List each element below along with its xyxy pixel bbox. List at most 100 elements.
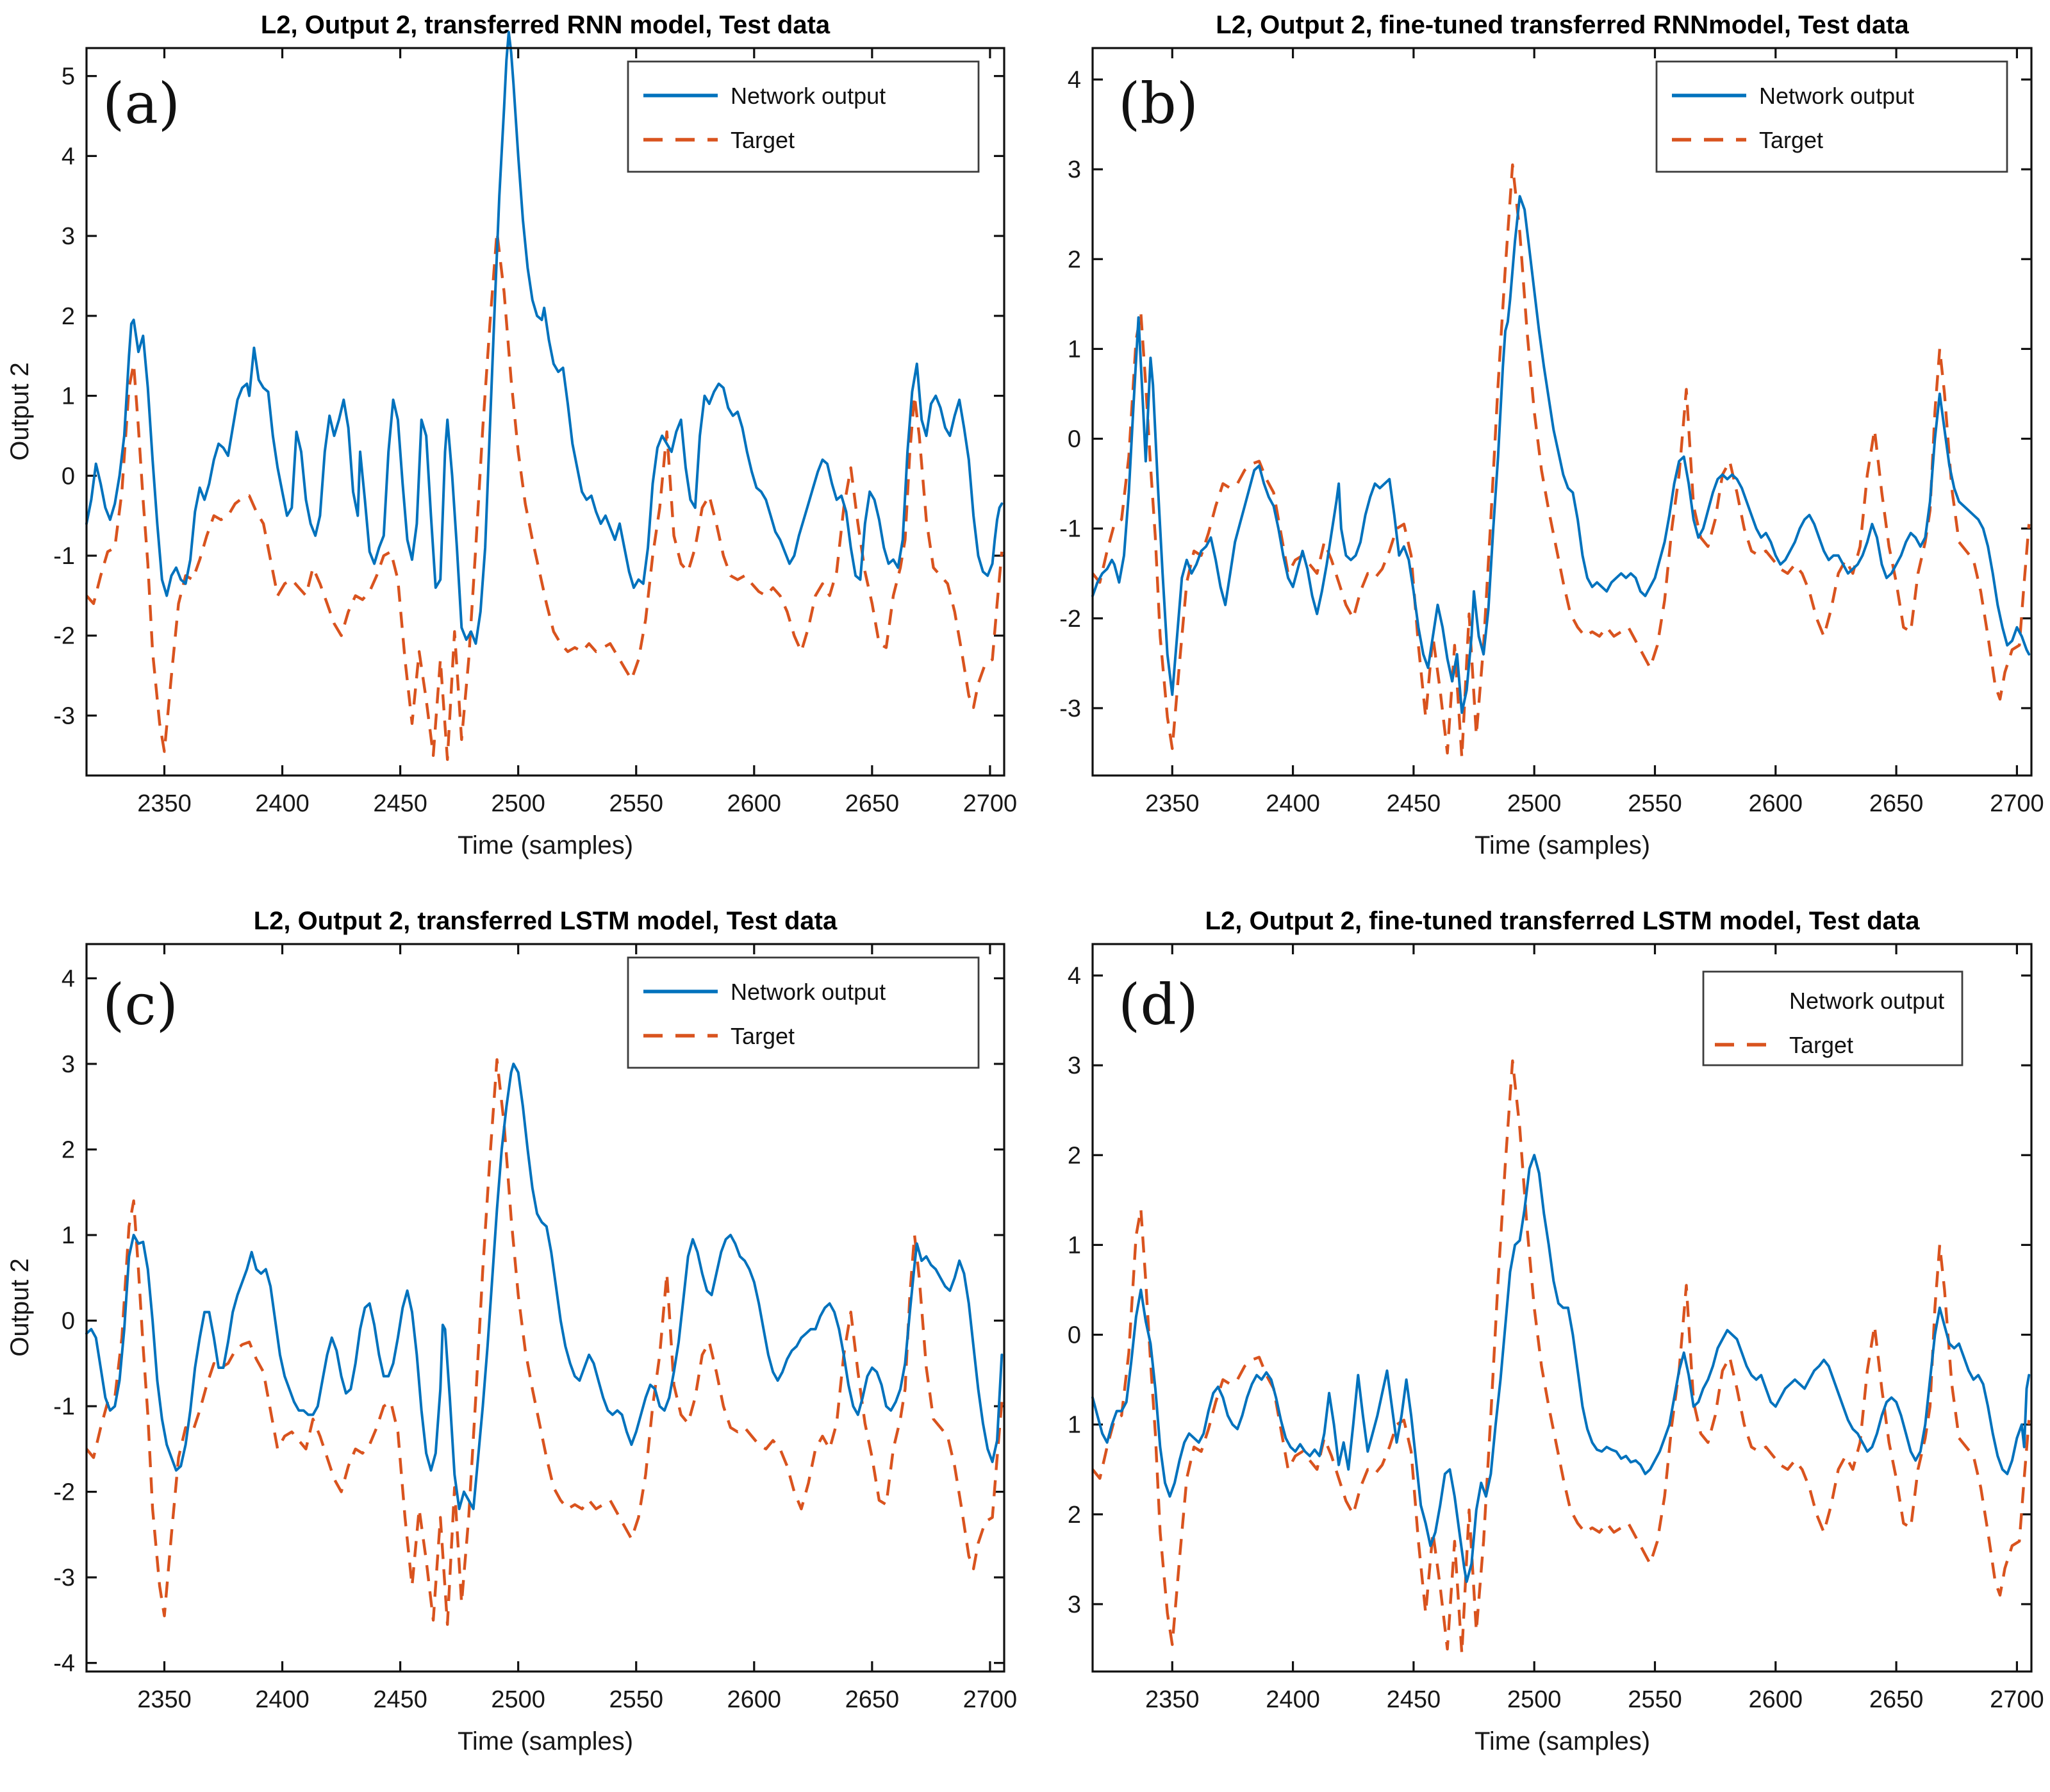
y-tick-label: -3 <box>53 1564 75 1591</box>
x-tick-label: 2350 <box>1145 1686 1200 1713</box>
x-tick-label: 2650 <box>1869 1686 1924 1713</box>
network-output-line <box>85 1062 1004 1511</box>
x-tick-label: 2450 <box>1387 1686 1441 1713</box>
legend-box <box>627 956 980 1069</box>
target-line <box>1091 1059 2031 1655</box>
axes-box <box>1091 943 2033 1673</box>
panel-b-title: L2, Output 2, fine-tuned transferred RNN… <box>1216 11 1909 39</box>
y-tick-label: 3 <box>1068 1591 1081 1618</box>
x-tick-label: 2500 <box>1507 1686 1562 1713</box>
x-tick-label: 2350 <box>137 790 192 817</box>
y-tick-label: -2 <box>53 623 75 650</box>
panel-a-title: L2, Output 2, transferred RNN model, Tes… <box>261 11 831 39</box>
x-tick-label: 2600 <box>727 790 782 817</box>
y-tick-label: 1 <box>1068 1412 1081 1439</box>
x-tick-label: 2400 <box>255 790 310 817</box>
panel-d-legend: Network output Target <box>1702 970 1963 1066</box>
target-line <box>85 1058 1004 1626</box>
y-tick-label: 2 <box>62 1136 75 1163</box>
y-tick-label: 4 <box>62 143 75 170</box>
panel-a: L2, Output 2, transferred RNN model, Tes… <box>6 11 1017 859</box>
legend-network-label: Network output <box>1759 83 1914 109</box>
panel-a-legend: Network output Target <box>627 60 980 173</box>
x-tick-label: 2600 <box>1749 1686 1803 1713</box>
y-tick-label: -1 <box>53 543 75 570</box>
x-tick-label: 2700 <box>1990 790 2044 817</box>
x-tick-label: 2600 <box>727 1686 782 1713</box>
y-tick-label: 4 <box>1068 963 1081 990</box>
axes-box <box>85 47 1005 777</box>
y-tick-label: 2 <box>1068 1142 1081 1169</box>
legend-target-label: Target <box>731 1023 795 1049</box>
y-tick-label: 3 <box>1068 1052 1081 1079</box>
legend-target-label: Target <box>731 127 795 153</box>
x-tick-label: 2400 <box>255 1686 310 1713</box>
y-tick-label: 2 <box>62 303 75 330</box>
y-tick-label: 3 <box>62 1051 75 1078</box>
panel-c-plot-area: 2350 2400 2450 2500 2550 2600 2650 2700 4 3 2 1 0 -1 -… <box>53 943 1018 1713</box>
panel-c: L2, Output 2, transferred LSTM model, Te… <box>6 907 1018 1755</box>
panel-c-title: L2, Output 2, transferred LSTM model, Te… <box>254 907 838 935</box>
x-tick-label: 2500 <box>1507 790 1562 817</box>
y-tick-label: -3 <box>53 702 75 729</box>
y-tick-label: 3 <box>62 223 75 250</box>
y-tick-label: 1 <box>62 383 75 410</box>
y-tick-label: 4 <box>1068 67 1081 94</box>
panel-a-y-axis-label: Output 2 <box>6 362 34 460</box>
target-line <box>1091 163 2031 759</box>
panel-b-x-axis-label: Time (samples) <box>1475 831 1650 859</box>
axes-box <box>1091 47 2033 777</box>
axes-box <box>85 943 1005 1673</box>
network-output-line <box>1091 1154 2031 1583</box>
legend-box <box>1702 970 1963 1066</box>
panel-c-x-axis-label: Time (samples) <box>458 1727 633 1755</box>
legend-network-label: Network output <box>731 83 886 109</box>
x-tick-label: 2650 <box>845 1686 900 1713</box>
y-tick-label: 1 <box>1068 1232 1081 1259</box>
x-tick-label: 2450 <box>373 1686 427 1713</box>
y-tick-label: -1 <box>1059 516 1081 543</box>
y-tick-label: 1 <box>1068 336 1081 363</box>
panel-b: L2, Output 2, fine-tuned transferred RNN… <box>1059 11 2044 859</box>
legend-box <box>627 60 980 173</box>
panel-d-title: L2, Output 2, fine-tuned transferred LST… <box>1205 907 1921 935</box>
panel-a-x-axis-label: Time (samples) <box>458 831 633 859</box>
network-output-line <box>1091 195 2031 714</box>
y-tick-label: 2 <box>1068 246 1081 273</box>
legend-target-label: Target <box>1789 1032 1853 1058</box>
panel-a-corner-label: (a) <box>103 71 180 137</box>
y-tick-label: -3 <box>1059 695 1081 722</box>
y-tick-label: -1 <box>53 1393 75 1420</box>
panel-a-plot-area: 2350 2400 2450 2500 2550 2600 2650 2700 5 4 3 2 1 0 -1… <box>53 31 1017 817</box>
panel-c-legend: Network output Target <box>627 956 980 1069</box>
y-tick-label: -2 <box>1059 606 1081 633</box>
y-tick-label: 3 <box>1068 156 1081 183</box>
y-tick-label: 4 <box>62 965 75 992</box>
panel-d-x-axis-label: Time (samples) <box>1475 1727 1650 1755</box>
x-tick-label: 2350 <box>1145 790 1200 817</box>
x-tick-label: 2550 <box>609 790 663 817</box>
x-tick-label: 2450 <box>373 790 427 817</box>
x-tick-label: 2450 <box>1387 790 1441 817</box>
network-output-line <box>85 31 1004 645</box>
legend-network-label: Network output <box>731 979 886 1005</box>
panel-d: L2, Output 2, fine-tuned transferred LST… <box>1068 907 2044 1755</box>
x-tick-label: 2550 <box>609 1686 663 1713</box>
x-tick-label: 2400 <box>1266 1686 1320 1713</box>
legend-network-label: Network output <box>1789 988 1944 1014</box>
panel-c-corner-label: (c) <box>103 972 178 1038</box>
x-tick-label: 2350 <box>137 1686 192 1713</box>
y-tick-label: 0 <box>62 463 75 490</box>
x-tick-label: 2600 <box>1749 790 1803 817</box>
x-tick-label: 2400 <box>1266 790 1320 817</box>
x-tick-label: 2500 <box>491 1686 545 1713</box>
x-tick-label: 2700 <box>963 1686 1018 1713</box>
panel-d-corner-label: (d) <box>1118 972 1198 1038</box>
x-tick-label: 2650 <box>845 790 900 817</box>
y-tick-label: -4 <box>53 1650 75 1677</box>
panel-d-plot-area: 2350 2400 2450 2500 2550 2600 2650 2700 4 3 2 1 0 1 2 3 <box>1068 943 2044 1713</box>
y-tick-label: 5 <box>62 63 75 90</box>
legend-target-label: Target <box>1759 127 1823 153</box>
y-tick-label: 0 <box>62 1308 75 1335</box>
y-tick-label: 0 <box>1068 1322 1081 1349</box>
